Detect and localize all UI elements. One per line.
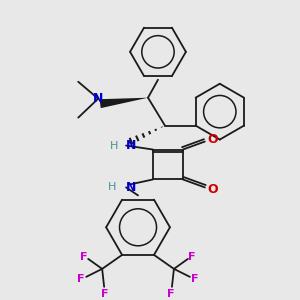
Text: F: F	[191, 274, 199, 284]
Text: O: O	[208, 133, 218, 146]
Text: F: F	[77, 274, 85, 284]
Text: N: N	[93, 92, 103, 105]
Text: N: N	[126, 181, 136, 194]
Polygon shape	[100, 98, 148, 108]
Text: F: F	[101, 289, 109, 299]
Text: H: H	[110, 140, 118, 151]
Text: N: N	[126, 139, 136, 152]
Text: O: O	[208, 183, 218, 196]
Text: F: F	[80, 252, 88, 262]
Text: F: F	[188, 252, 196, 262]
Text: F: F	[167, 289, 175, 299]
Text: H: H	[108, 182, 116, 192]
